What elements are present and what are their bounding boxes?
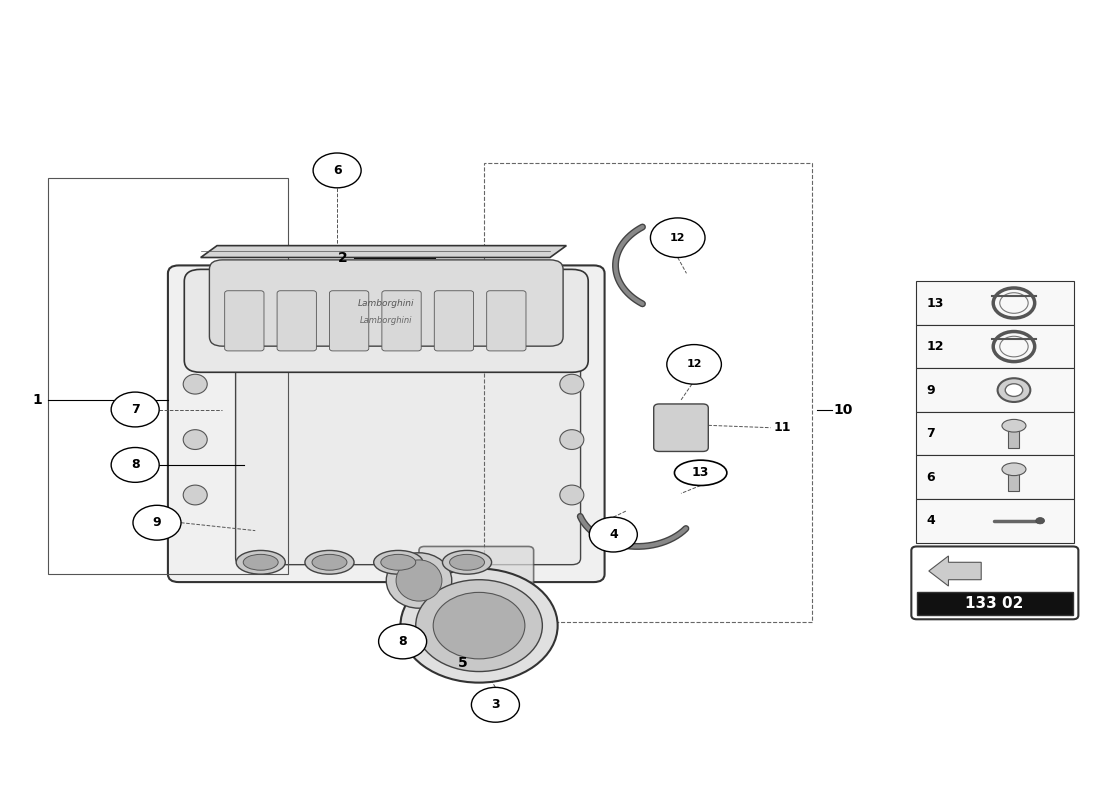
Circle shape [650, 218, 705, 258]
Bar [916, 591, 1072, 615]
Circle shape [416, 580, 542, 671]
Text: 5: 5 [458, 656, 468, 670]
Text: 8: 8 [131, 458, 140, 471]
Ellipse shape [450, 554, 484, 570]
Text: Lamborghini: Lamborghini [360, 316, 412, 326]
Ellipse shape [312, 554, 346, 570]
Circle shape [400, 569, 558, 682]
Ellipse shape [1002, 463, 1026, 476]
Ellipse shape [243, 554, 278, 570]
Text: 12: 12 [670, 233, 685, 242]
FancyBboxPatch shape [185, 270, 588, 372]
Text: a passion for parts since 1985: a passion for parts since 1985 [208, 554, 564, 578]
Bar [1009, 474, 1020, 491]
Ellipse shape [1002, 419, 1026, 432]
Ellipse shape [560, 430, 584, 450]
Text: 9: 9 [153, 516, 162, 530]
Text: 13: 13 [692, 466, 710, 479]
FancyBboxPatch shape [235, 330, 581, 565]
FancyBboxPatch shape [277, 290, 317, 351]
Ellipse shape [674, 460, 727, 486]
Text: 133 02: 133 02 [965, 596, 1023, 611]
Ellipse shape [184, 485, 207, 505]
Circle shape [590, 517, 637, 552]
Circle shape [111, 392, 160, 427]
Bar [915, 499, 1074, 542]
FancyBboxPatch shape [911, 546, 1078, 619]
Ellipse shape [386, 553, 452, 608]
Text: euroParts: euroParts [219, 450, 553, 509]
Text: 3: 3 [491, 698, 499, 711]
Text: 7: 7 [131, 403, 140, 416]
Bar [47, 178, 288, 574]
Text: 2: 2 [339, 250, 348, 265]
Text: 13: 13 [926, 297, 944, 310]
Text: 11: 11 [773, 422, 791, 434]
Circle shape [472, 687, 519, 722]
Bar [484, 162, 812, 622]
Text: 7: 7 [926, 427, 935, 440]
Text: 12: 12 [926, 340, 944, 353]
Ellipse shape [305, 550, 354, 574]
FancyArrow shape [928, 556, 981, 586]
Bar [915, 325, 1074, 368]
Bar [915, 282, 1074, 325]
Bar [915, 412, 1074, 455]
Ellipse shape [560, 485, 584, 505]
Ellipse shape [560, 374, 584, 394]
Circle shape [378, 624, 427, 659]
Circle shape [111, 447, 160, 482]
Ellipse shape [374, 550, 422, 574]
Polygon shape [200, 246, 566, 258]
Text: 4: 4 [926, 514, 935, 527]
FancyBboxPatch shape [653, 404, 708, 451]
FancyBboxPatch shape [382, 290, 421, 351]
Text: 10: 10 [834, 402, 854, 417]
Ellipse shape [184, 374, 207, 394]
Circle shape [433, 592, 525, 659]
FancyBboxPatch shape [330, 290, 369, 351]
FancyBboxPatch shape [486, 290, 526, 351]
Ellipse shape [1005, 384, 1023, 397]
Bar [915, 455, 1074, 499]
Circle shape [133, 506, 182, 540]
Ellipse shape [396, 560, 442, 601]
Ellipse shape [184, 430, 207, 450]
FancyBboxPatch shape [434, 290, 474, 351]
Circle shape [314, 153, 361, 188]
Text: 12: 12 [686, 359, 702, 370]
FancyBboxPatch shape [224, 290, 264, 351]
Text: 1: 1 [33, 393, 43, 407]
Text: 4: 4 [609, 528, 618, 541]
Text: Lamborghini: Lamborghini [358, 299, 415, 308]
Text: 8: 8 [398, 635, 407, 648]
Bar [915, 368, 1074, 412]
Ellipse shape [381, 554, 416, 570]
Text: 6: 6 [926, 470, 935, 484]
FancyBboxPatch shape [419, 546, 534, 606]
Ellipse shape [998, 378, 1031, 402]
FancyBboxPatch shape [168, 266, 605, 582]
Text: 9: 9 [926, 384, 935, 397]
Ellipse shape [442, 550, 492, 574]
Bar [1009, 430, 1020, 448]
Ellipse shape [236, 550, 285, 574]
Ellipse shape [1036, 518, 1045, 524]
Circle shape [667, 345, 722, 384]
Text: 6: 6 [333, 164, 341, 177]
FancyBboxPatch shape [209, 260, 563, 346]
